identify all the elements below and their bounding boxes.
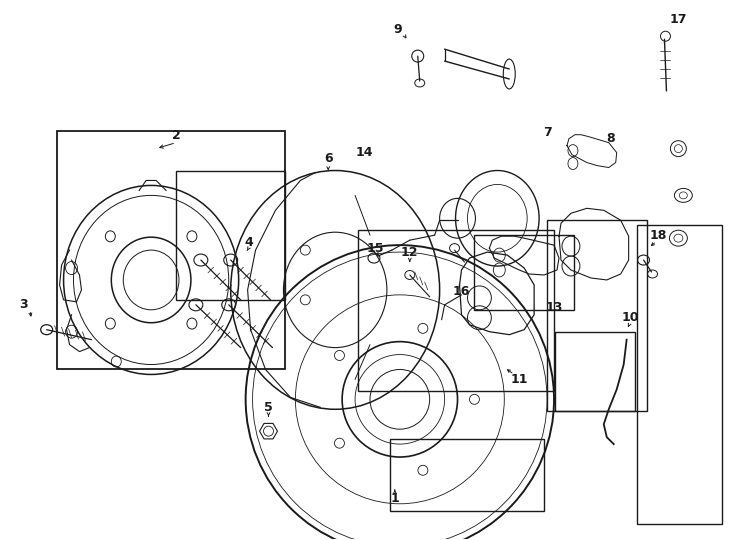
- Bar: [390, 439, 544, 511]
- Text: 16: 16: [453, 285, 470, 299]
- Text: 5: 5: [264, 401, 273, 414]
- Text: 7: 7: [542, 126, 551, 139]
- Text: 11: 11: [510, 373, 528, 386]
- Text: 13: 13: [545, 301, 563, 314]
- Text: 10: 10: [622, 311, 639, 324]
- Bar: [547, 220, 647, 411]
- Text: 2: 2: [172, 129, 181, 142]
- Bar: [636, 225, 722, 524]
- Bar: [57, 131, 286, 369]
- Text: 3: 3: [20, 298, 28, 312]
- Bar: [176, 171, 286, 300]
- Text: 6: 6: [324, 152, 333, 165]
- Text: 17: 17: [669, 13, 687, 26]
- Text: 4: 4: [244, 235, 253, 248]
- Bar: [474, 235, 574, 310]
- Text: 9: 9: [393, 23, 402, 36]
- Bar: [358, 230, 554, 392]
- Text: 15: 15: [366, 241, 384, 255]
- Text: 1: 1: [390, 492, 399, 505]
- Text: 14: 14: [355, 146, 373, 159]
- Text: 12: 12: [401, 246, 418, 259]
- Text: 8: 8: [606, 132, 615, 145]
- Text: 18: 18: [650, 228, 667, 242]
- Bar: [555, 332, 635, 411]
